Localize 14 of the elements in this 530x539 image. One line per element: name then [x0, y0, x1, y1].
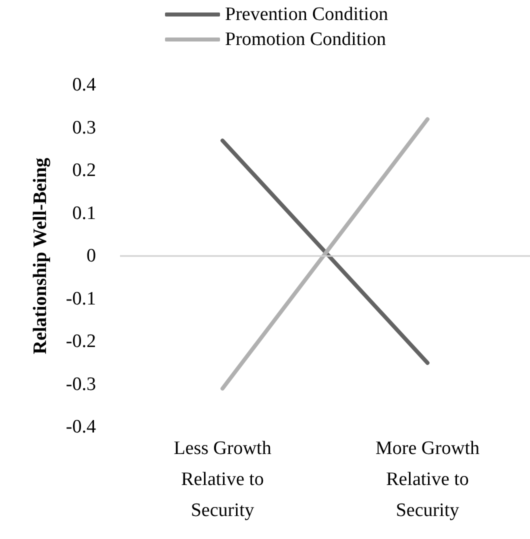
legend-label: Prevention Condition — [225, 4, 389, 25]
legend-label: Promotion Condition — [225, 29, 386, 50]
x-tick-label: More Growth Relative to Security — [376, 438, 480, 521]
y-tick-label: 0.1 — [72, 202, 96, 224]
y-tick-label: -0.2 — [66, 331, 96, 352]
y-tick-label: 0.2 — [72, 160, 96, 181]
y-axis-title: Relationship Well-Being — [30, 157, 51, 354]
y-tick-label: 0 — [86, 246, 96, 266]
y-tick-label: -0.4 — [66, 416, 96, 438]
y-tick-label: -0.1 — [66, 288, 96, 310]
y-tick-label: -0.3 — [66, 374, 96, 395]
y-tick-label: 0.4 — [72, 74, 96, 96]
x-tick-label: Less Growth Relative to Security — [174, 438, 272, 521]
y-tick-label: 0.3 — [72, 117, 96, 138]
